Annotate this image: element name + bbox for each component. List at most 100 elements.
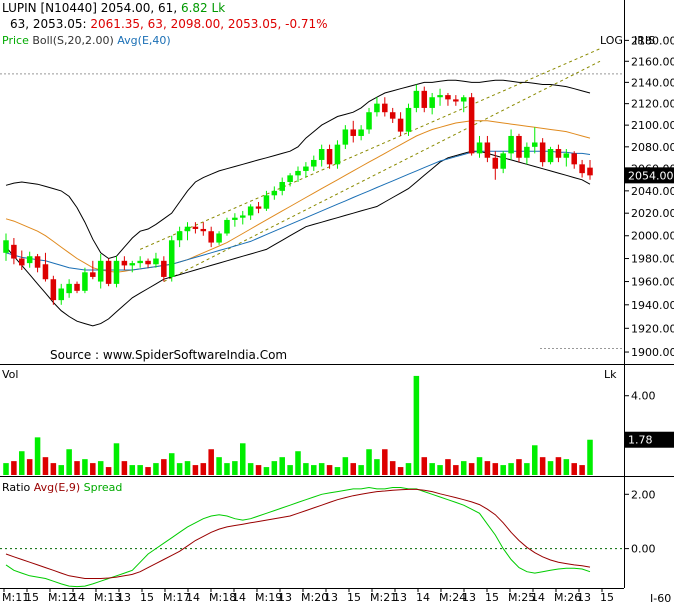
volume-bar [453, 465, 459, 475]
current-vol-box [625, 431, 674, 448]
vol-unit-label: Lk [604, 368, 617, 381]
volume-bar [216, 457, 222, 475]
volume-bar [318, 463, 325, 475]
candle-body [531, 142, 538, 147]
candle-body [587, 167, 593, 176]
time-tick-label: 15 [485, 591, 499, 604]
candle-body [318, 149, 325, 160]
candle-body [279, 181, 285, 191]
ratio-lines [0, 486, 624, 588]
ohlc-high: 2061.35 [90, 17, 140, 31]
candle-body [82, 272, 88, 291]
price-axis: 1900.00 1920.00 1940.00 1960.00 1980.00 2000.… [624, 34, 674, 359]
candle-body [429, 97, 435, 108]
candle-body [445, 95, 451, 100]
candle-body [453, 99, 459, 102]
volume-bar [176, 463, 183, 475]
candle [129, 260, 136, 273]
volume-bar [374, 459, 380, 475]
volume-bar [3, 463, 9, 475]
candle-body [326, 149, 333, 165]
candle [97, 253, 104, 289]
candle-body [389, 112, 396, 119]
candle [295, 166, 301, 182]
volume-unit: Lk [212, 1, 226, 15]
candle-body [303, 166, 309, 171]
volume-bar [555, 457, 562, 475]
candle-body [382, 103, 388, 113]
trade-qty: 61 [158, 1, 173, 15]
candle [247, 204, 254, 220]
candle-body [208, 231, 214, 243]
candle [137, 256, 143, 268]
candle [58, 283, 65, 305]
price-tick-label: 2000.00 [631, 230, 674, 243]
candle [579, 159, 585, 178]
price-tick-label: 2120.00 [631, 98, 674, 111]
candle-body [547, 149, 554, 163]
ratio-title: Ratio [2, 481, 31, 494]
candle-body [3, 240, 9, 253]
last-price: 2054.00 [101, 1, 151, 15]
price-tick-label: 1920.00 [631, 322, 674, 335]
candle [216, 231, 222, 245]
candle-body [34, 256, 41, 268]
candle-body [524, 146, 530, 158]
candle [224, 217, 230, 236]
ratio-axis: 2.00 0.00 [624, 488, 656, 556]
candle [453, 95, 459, 106]
candle [342, 125, 349, 150]
vol-panel-title: Vol [2, 368, 18, 381]
time-tick-label: 15 [347, 591, 361, 604]
header-line-2: 63, 2053.05: 2061.35, 63, 2098.00, 2053.… [10, 17, 328, 31]
volume-bar [547, 461, 554, 475]
volume-bar [58, 465, 65, 475]
candle [90, 260, 96, 280]
candle [547, 146, 554, 165]
volume-bar [263, 467, 270, 475]
ohlc-prefix: 63, 2053.05: [10, 17, 87, 31]
volume-bar [342, 457, 349, 475]
candle [516, 133, 522, 163]
candle-body [516, 135, 522, 158]
candle [11, 238, 17, 265]
candle-body [271, 190, 278, 196]
volume-bar [468, 463, 475, 475]
volume-bar [239, 443, 246, 475]
volume-bar [492, 463, 499, 475]
volume-bar [437, 465, 443, 475]
volume-bar [326, 465, 333, 475]
candle-body [295, 170, 301, 176]
time-tick-label: M:25 [508, 591, 535, 604]
volume-bar [184, 461, 191, 475]
volume-bar [66, 449, 72, 475]
candle-body [539, 142, 546, 163]
time-tick-label: 14 [186, 591, 200, 604]
interval-label: I-60 [650, 592, 671, 605]
ratio-avg-line [5, 488, 591, 579]
candle-body [358, 129, 364, 136]
log-scale-label: LOG [600, 34, 623, 47]
candle-body [397, 118, 404, 132]
volume-bar [445, 459, 451, 475]
time-tick-label: 13 [324, 591, 338, 604]
candle-body [19, 258, 25, 266]
candle [413, 84, 420, 113]
volume-bar [97, 461, 104, 475]
candle [42, 252, 49, 282]
candle [19, 250, 25, 271]
candle [239, 210, 246, 225]
candle [358, 125, 364, 141]
candle [587, 159, 593, 180]
time-tick-label: 14 [531, 591, 545, 604]
candle-body [563, 153, 570, 158]
volume-bar [311, 465, 317, 475]
candle [74, 281, 80, 294]
price-tick-label: 1960.00 [631, 276, 674, 289]
volume-bar [208, 449, 214, 475]
candle [318, 144, 325, 167]
volume-bar [200, 463, 207, 475]
candle-body [413, 90, 420, 108]
volume-bar [516, 459, 522, 475]
